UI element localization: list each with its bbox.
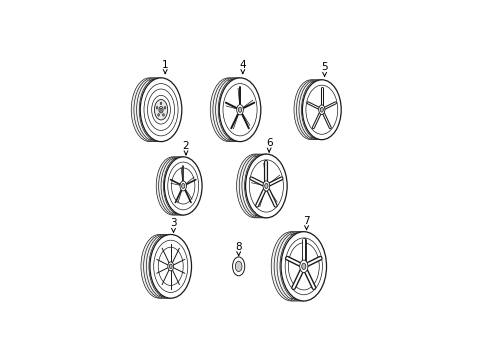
Ellipse shape [158, 114, 159, 116]
Ellipse shape [134, 78, 171, 141]
Ellipse shape [140, 78, 182, 141]
Ellipse shape [159, 157, 192, 215]
Ellipse shape [245, 154, 282, 218]
Ellipse shape [164, 157, 202, 215]
Ellipse shape [169, 264, 172, 269]
Text: 5: 5 [321, 62, 328, 72]
Text: 8: 8 [235, 242, 242, 252]
Text: 1: 1 [162, 59, 169, 69]
Ellipse shape [233, 257, 245, 276]
Text: 7: 7 [303, 216, 310, 226]
Ellipse shape [318, 105, 325, 114]
Ellipse shape [156, 157, 190, 215]
Ellipse shape [159, 107, 163, 113]
Ellipse shape [235, 261, 242, 271]
Ellipse shape [137, 78, 174, 141]
Ellipse shape [160, 108, 162, 111]
Ellipse shape [302, 263, 306, 270]
Ellipse shape [216, 78, 253, 141]
Text: 2: 2 [183, 141, 189, 151]
Ellipse shape [265, 183, 268, 189]
Ellipse shape [302, 80, 341, 140]
Ellipse shape [150, 234, 192, 298]
Ellipse shape [238, 107, 242, 112]
Ellipse shape [160, 102, 162, 105]
Ellipse shape [299, 80, 334, 140]
Ellipse shape [131, 78, 168, 141]
Ellipse shape [210, 78, 247, 141]
Ellipse shape [219, 78, 261, 141]
Ellipse shape [141, 234, 178, 298]
Ellipse shape [277, 232, 318, 301]
Ellipse shape [144, 234, 181, 298]
Ellipse shape [274, 232, 315, 301]
Ellipse shape [149, 234, 187, 298]
Ellipse shape [237, 154, 273, 218]
Text: 3: 3 [170, 219, 177, 228]
Ellipse shape [296, 80, 331, 140]
Ellipse shape [154, 99, 168, 120]
Ellipse shape [161, 157, 195, 215]
Ellipse shape [182, 184, 185, 188]
Ellipse shape [237, 105, 244, 115]
Ellipse shape [218, 78, 256, 141]
Ellipse shape [242, 154, 279, 218]
Ellipse shape [271, 232, 311, 301]
Text: 6: 6 [266, 138, 272, 148]
Ellipse shape [294, 80, 328, 140]
Ellipse shape [156, 107, 158, 109]
Ellipse shape [263, 181, 270, 191]
Ellipse shape [164, 157, 198, 215]
Text: 4: 4 [240, 59, 246, 69]
Ellipse shape [163, 114, 164, 116]
Ellipse shape [280, 232, 321, 301]
Ellipse shape [301, 80, 337, 140]
Ellipse shape [245, 154, 287, 218]
Ellipse shape [139, 78, 177, 141]
Ellipse shape [168, 262, 173, 271]
Ellipse shape [180, 181, 186, 191]
Ellipse shape [300, 260, 308, 273]
Ellipse shape [239, 154, 276, 218]
Ellipse shape [281, 232, 326, 301]
Ellipse shape [147, 234, 184, 298]
Ellipse shape [320, 107, 323, 112]
Ellipse shape [213, 78, 250, 141]
Ellipse shape [164, 107, 166, 109]
